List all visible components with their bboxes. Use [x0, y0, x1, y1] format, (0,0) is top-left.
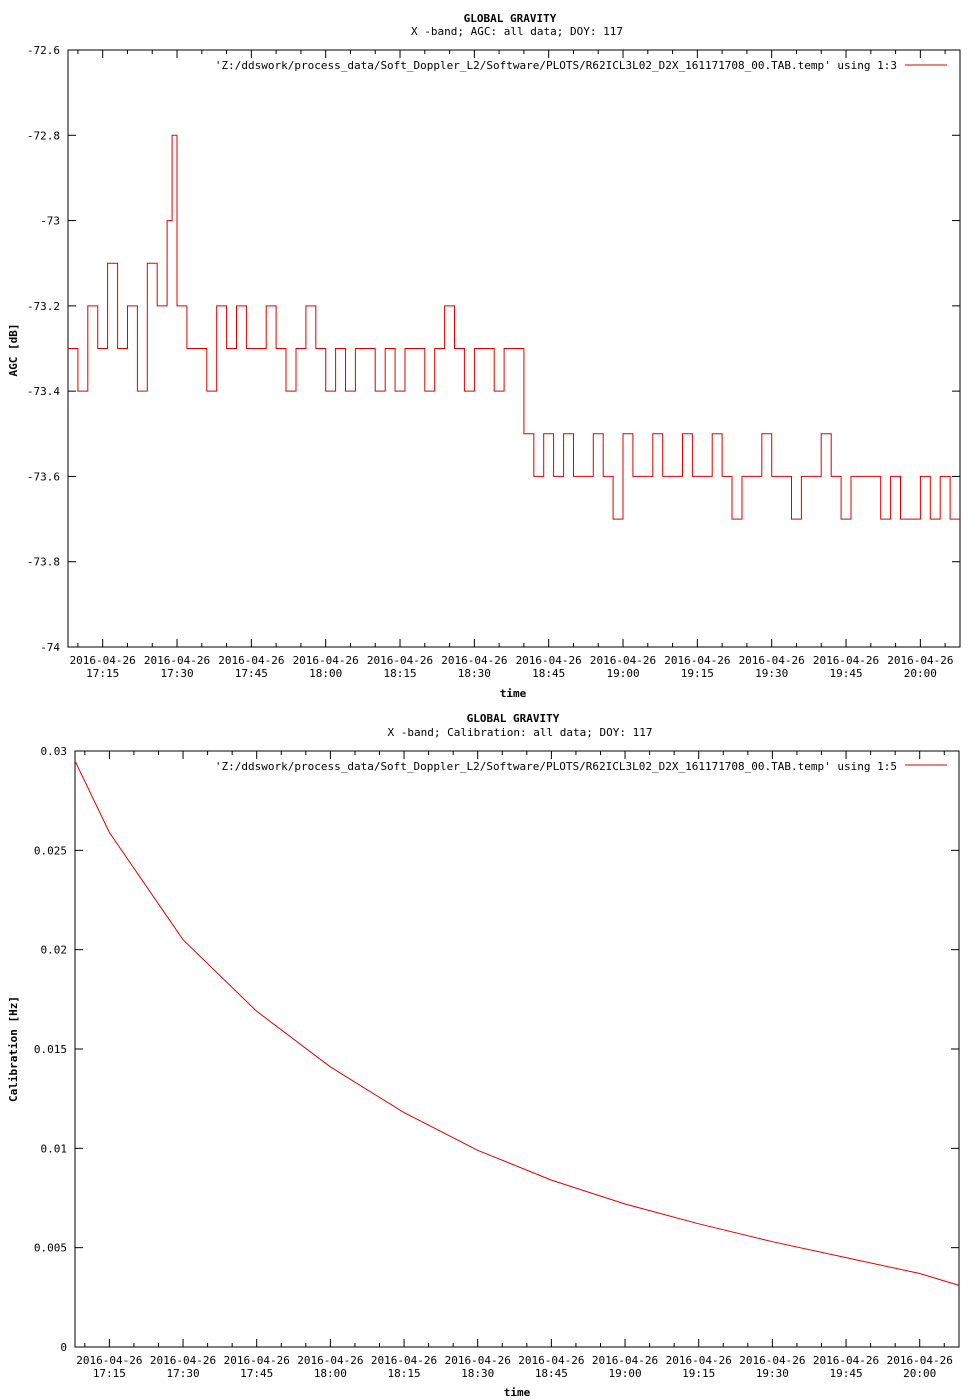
- x-tick-date-label: 2016-04-26: [441, 654, 507, 667]
- x-tick-date-label: 2016-04-26: [144, 654, 210, 667]
- x-tick-date-label: 2016-04-26: [739, 1354, 805, 1367]
- x-tick-time-label: 18:15: [383, 667, 416, 680]
- x-tick-time-label: 19:30: [755, 667, 788, 680]
- y-tick-label: 0.01: [41, 1142, 68, 1155]
- calibration-plot-frame: [74, 750, 960, 1348]
- x-tick-time-label: 19:00: [606, 667, 639, 680]
- calibration-chart-title: GLOBAL GRAVITY: [467, 712, 560, 725]
- x-tick-time-label: 17:30: [160, 667, 193, 680]
- calibration-legend-label: 'Z:/ddswork/process_data/Soft_Doppler_L2…: [215, 760, 897, 773]
- x-tick-date-label: 2016-04-26: [367, 654, 433, 667]
- x-tick-date-label: 2016-04-26: [297, 1354, 363, 1367]
- calibration-y-axis-label: Calibration [Hz]: [7, 996, 20, 1102]
- y-tick-label: 0.02: [41, 944, 68, 957]
- x-tick-date-label: 2016-04-26: [445, 1354, 511, 1367]
- x-tick-date-label: 2016-04-26: [813, 1354, 879, 1367]
- x-tick-date-label: 2016-04-26: [150, 1354, 216, 1367]
- calibration-y-ticks: 0.03 0.025 0.02 0.015 0.01 0.005 0: [34, 745, 959, 1354]
- x-tick-date-label: 2016-04-26: [518, 1354, 584, 1367]
- y-tick-label: 0.025: [34, 844, 67, 857]
- y-tick-label: 0.005: [34, 1242, 67, 1255]
- x-tick-date-label: 2016-04-26: [218, 654, 284, 667]
- x-tick-date-label: 2016-04-26: [813, 654, 879, 667]
- x-tick-time-label: 19:30: [756, 1367, 789, 1380]
- x-tick-time-label: 18:00: [309, 667, 342, 680]
- y-tick-label: -73.4: [27, 385, 60, 398]
- x-tick-time-label: 17:15: [93, 1367, 126, 1380]
- x-tick-time-label: 17:45: [235, 667, 268, 680]
- x-tick-time-label: 18:15: [387, 1367, 420, 1380]
- x-tick-time-label: 20:00: [904, 667, 937, 680]
- calibration-x-axis-label: time: [504, 1386, 531, 1399]
- y-tick-label: 0.03: [41, 745, 68, 758]
- y-tick-label: -72.6: [27, 44, 60, 57]
- y-tick-label: -72.8: [27, 129, 60, 142]
- x-tick-date-label: 2016-04-26: [887, 1354, 953, 1367]
- x-tick-date-label: 2016-04-26: [516, 654, 582, 667]
- x-tick-time-label: 18:45: [532, 667, 565, 680]
- x-tick-time-label: 19:45: [829, 1367, 862, 1380]
- agc-legend-label: 'Z:/ddswork/process_data/Soft_Doppler_L2…: [215, 59, 897, 72]
- agc-series-line: [68, 134, 960, 520]
- x-tick-time-label: 20:00: [903, 1367, 936, 1380]
- x-tick-time-label: 17:45: [240, 1367, 273, 1380]
- y-tick-label: 0: [60, 1341, 67, 1354]
- x-tick-time-label: 18:00: [314, 1367, 347, 1380]
- agc-x-ticks: 2016-04-2617:152016-04-2617:302016-04-26…: [70, 50, 953, 680]
- x-tick-date-label: 2016-04-26: [887, 654, 953, 667]
- x-tick-date-label: 2016-04-26: [592, 1354, 658, 1367]
- calibration-x-ticks: 2016-04-2617:152016-04-2617:302016-04-26…: [76, 751, 953, 1380]
- x-tick-time-label: 19:00: [608, 1367, 641, 1380]
- y-tick-label: -73: [40, 215, 60, 228]
- x-tick-date-label: 2016-04-26: [371, 1354, 437, 1367]
- x-tick-time-label: 18:30: [458, 667, 491, 680]
- y-tick-label: -74: [40, 641, 60, 654]
- x-tick-time-label: 19:15: [682, 1367, 715, 1380]
- agc-x-axis-label: time: [500, 687, 527, 700]
- agc-chart: GLOBAL GRAVITY X -band; AGC: all data; D…: [7, 12, 961, 700]
- x-tick-date-label: 2016-04-26: [76, 1354, 142, 1367]
- x-tick-date-label: 2016-04-26: [70, 654, 136, 667]
- x-tick-time-label: 19:45: [829, 667, 862, 680]
- agc-y-axis-label: AGC [dB]: [7, 324, 20, 377]
- x-tick-date-label: 2016-04-26: [666, 1354, 732, 1367]
- y-tick-label: -73.2: [27, 300, 60, 313]
- x-tick-time-label: 17:15: [86, 667, 119, 680]
- agc-chart-subtitle: X -band; AGC: all data; DOY: 117: [411, 25, 623, 38]
- x-tick-date-label: 2016-04-26: [224, 1354, 290, 1367]
- y-tick-label: 0.015: [34, 1043, 67, 1056]
- x-tick-time-label: 17:30: [166, 1367, 199, 1380]
- x-tick-date-label: 2016-04-26: [293, 654, 359, 667]
- agc-y-ticks: -72.6 -72.8 -73 -73.2 -73.4 -73.6 -73.8 -74: [27, 44, 960, 654]
- x-tick-date-label: 2016-04-26: [664, 654, 730, 667]
- calibration-series-line: [74, 760, 960, 1286]
- x-tick-date-label: 2016-04-26: [739, 654, 805, 667]
- x-tick-time-label: 19:15: [681, 667, 714, 680]
- x-tick-date-label: 2016-04-26: [590, 654, 656, 667]
- calibration-chart: GLOBAL GRAVITY X -band; Calibration: all…: [7, 712, 960, 1399]
- x-tick-time-label: 18:45: [535, 1367, 568, 1380]
- y-tick-label: -73.8: [27, 556, 60, 569]
- agc-chart-title: GLOBAL GRAVITY: [464, 12, 557, 25]
- x-tick-time-label: 18:30: [461, 1367, 494, 1380]
- y-tick-label: -73.6: [27, 470, 60, 483]
- calibration-chart-subtitle: X -band; Calibration: all data; DOY: 117: [388, 726, 653, 739]
